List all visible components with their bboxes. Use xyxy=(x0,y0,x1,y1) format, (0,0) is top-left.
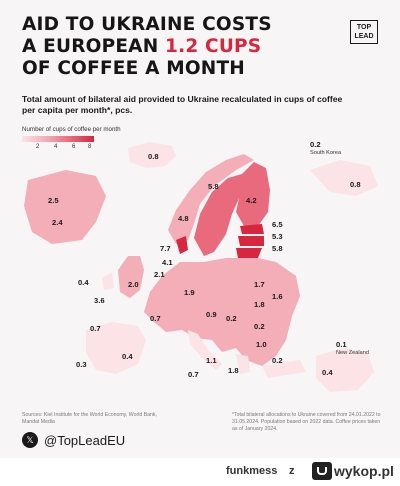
label-greece: 1.8 xyxy=(228,366,239,375)
continental-europe-shape xyxy=(144,258,300,366)
handle-text: @TopLeadEU xyxy=(44,432,126,448)
norway-shape xyxy=(168,154,254,244)
italy-shape xyxy=(188,330,222,370)
label-austria: 0.7 xyxy=(150,314,161,323)
greenland-shape xyxy=(128,142,176,168)
legend-tick: 4 xyxy=(54,144,58,150)
legend-tick: 2 xyxy=(36,144,40,150)
label-france: 0.7 xyxy=(90,324,101,333)
x-logo-icon: 𝕏 xyxy=(22,432,38,448)
east-asia-shape xyxy=(310,160,378,196)
label-czechia: 1.6 xyxy=(272,292,283,301)
uk-shape xyxy=(118,256,144,298)
label-denmark: 7.7 xyxy=(160,244,171,253)
sources-note: Sources: Kiel Institute for the World Ec… xyxy=(22,412,157,425)
label-sweden: 4.8 xyxy=(178,214,189,223)
headline-highlight: 1.2 CUPS xyxy=(165,36,262,57)
europe-map xyxy=(24,142,378,392)
methodology-note: *Total bilateral allocations to Ukraine … xyxy=(232,412,381,432)
label-norway: 5.8 xyxy=(208,182,219,191)
infographic-card: AID TO UKRAINE COSTS A EUROPEAN 1.2 CUPS… xyxy=(22,14,381,448)
label-germany: 1.9 xyxy=(184,288,195,297)
label-poland: 1.7 xyxy=(254,280,265,289)
label-lithuania: 5.8 xyxy=(272,244,283,253)
headline-line-2: A EUROPEAN xyxy=(22,36,166,57)
label-estonia: 6.5 xyxy=(272,220,283,229)
label-canada: 2.5 xyxy=(48,196,59,205)
label-slovakia: 1.8 xyxy=(254,300,265,309)
label-new-zealand: 0.1 xyxy=(336,340,347,349)
headline: AID TO UKRAINE COSTS A EUROPEAN 1.2 CUPS… xyxy=(22,14,332,80)
label-slovenia: 0.2 xyxy=(226,314,237,323)
label-hungary: 0.9 xyxy=(206,310,217,319)
label-usa: 2.4 xyxy=(52,218,63,227)
ireland-shape xyxy=(102,272,114,290)
footer-bar: funkmess z wykop.pl xyxy=(0,458,400,486)
label-uk: 2.0 xyxy=(128,280,139,289)
logo-line-1: TOP xyxy=(356,24,372,31)
label-croatia: 1.1 xyxy=(206,356,217,365)
label-netherlands: 2.1 xyxy=(154,270,165,279)
denmark-shape xyxy=(176,236,188,254)
turkey-shape xyxy=(262,360,306,378)
lithuania-shape xyxy=(236,248,262,258)
social-handle[interactable]: 𝕏 @TopLeadEU xyxy=(22,432,125,448)
label-romania: 0.2 xyxy=(254,322,265,331)
label-portugal: 0.3 xyxy=(76,360,87,369)
label-new-zealand-name: New Zealand xyxy=(336,350,369,356)
footer-site[interactable]: wykop.pl xyxy=(334,463,394,479)
label-australia: 0.4 xyxy=(322,368,333,377)
legend-title: Number of cups of coffee per month xyxy=(22,126,121,133)
north-america-shape xyxy=(24,170,106,244)
label-south-korea: 0.2 xyxy=(310,140,321,149)
toplead-logo: TOP LEAD xyxy=(350,20,378,44)
legend-color-scale xyxy=(22,136,94,142)
headline-line-3: OF COFFEE A MONTH xyxy=(22,58,245,79)
legend-tick: 8 xyxy=(88,144,92,150)
greece-shape xyxy=(236,354,250,374)
finland-shape xyxy=(236,162,270,226)
footer-brand[interactable]: funkmess xyxy=(226,465,278,477)
label-cyprus: 0.2 xyxy=(272,356,283,365)
label-germany-north: 4.1 xyxy=(162,258,173,267)
label-south-korea-name: South Korea xyxy=(310,150,342,156)
legend-tick: 6 xyxy=(72,144,76,150)
label-ireland: 0.4 xyxy=(78,278,89,287)
iberia-shape xyxy=(86,322,146,374)
label-finland: 4.2 xyxy=(246,196,257,205)
label-japan: 0.8 xyxy=(350,180,361,189)
subtitle: Total amount of bilateral aid provided t… xyxy=(22,94,343,115)
label-greenland: 0.8 xyxy=(148,152,159,161)
latvia-shape xyxy=(238,236,264,246)
headline-line-1: AID TO UKRAINE COSTS xyxy=(22,14,272,35)
label-belgium: 3.6 xyxy=(94,296,105,305)
australia-shape xyxy=(316,348,374,392)
label-spain: 0.4 xyxy=(122,352,133,361)
label-bulgaria: 1.0 xyxy=(256,340,267,349)
label-latvia: 5.3 xyxy=(272,232,283,241)
label-italy: 0.7 xyxy=(188,370,199,379)
sweden-shape xyxy=(194,174,242,256)
footer-separator: z xyxy=(289,465,295,477)
logo-line-2: LEAD xyxy=(354,33,374,40)
estonia-shape xyxy=(240,224,264,234)
wykop-logo-icon xyxy=(312,462,332,480)
